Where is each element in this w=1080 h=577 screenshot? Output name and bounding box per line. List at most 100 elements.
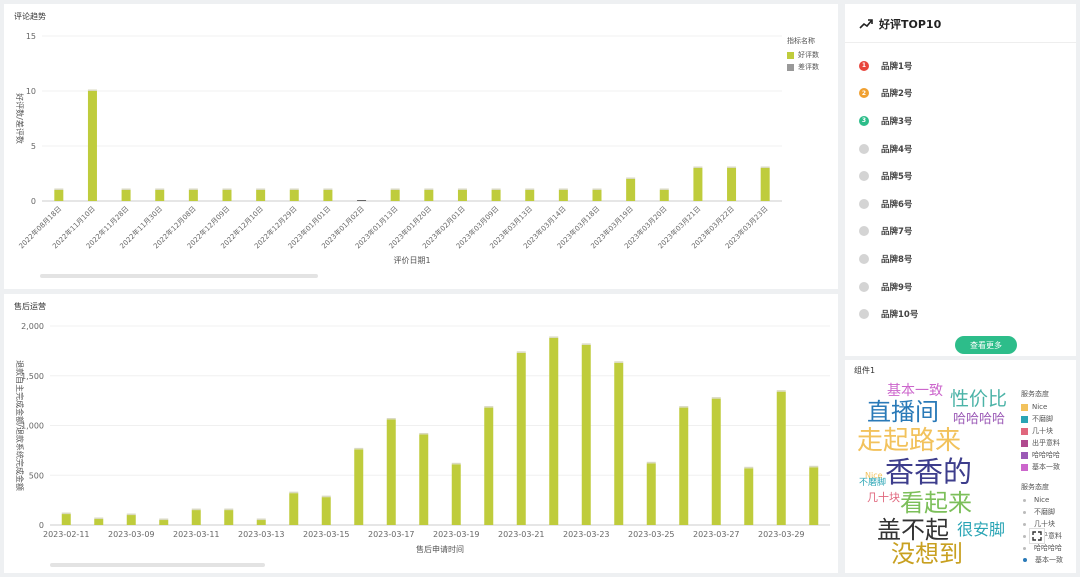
bar-cap <box>224 508 234 511</box>
bar <box>581 344 591 525</box>
x-tick-label: 2023-03-23 <box>563 530 610 539</box>
bar-cap <box>289 188 299 190</box>
legend-label: 基本一致 <box>1032 463 1060 471</box>
bar-cap <box>776 390 786 392</box>
legend-item[interactable]: 出乎意料 <box>1021 530 1063 542</box>
fullscreen-icon[interactable] <box>1029 528 1045 544</box>
legend-item-good[interactable]: 好评数 <box>787 49 819 61</box>
panel-title: 组件1 <box>854 366 876 375</box>
y-tick-label: 0 <box>31 197 36 206</box>
legend-swatch <box>1021 463 1028 471</box>
bar <box>659 190 669 201</box>
list-item[interactable]: 3 品牌3号 <box>859 107 1069 135</box>
x-tick-label: 2023-03-21 <box>498 530 545 539</box>
word-cloud-legend-size: 服务态度 Nice 不磨脚 几十块 出乎意料 哈哈哈哈 基本一致 <box>1021 482 1063 566</box>
list-item[interactable]: 1 品牌1号 <box>859 52 1069 80</box>
y-tick-label: 2,000 <box>21 322 44 331</box>
legend-item[interactable]: 基本一致 <box>1021 461 1060 473</box>
bar-cap <box>626 177 636 179</box>
bar <box>323 190 333 201</box>
bar-cap <box>592 188 602 190</box>
bar <box>87 91 97 201</box>
legend-item[interactable]: 出乎意料 <box>1021 437 1060 449</box>
x-axis-title: 售后申请时间 <box>416 544 464 554</box>
x-tick-label: 2023-03-15 <box>303 530 350 539</box>
bar <box>491 190 501 201</box>
bar-cap <box>646 461 656 464</box>
brand-name: 品牌7号 <box>881 227 913 238</box>
bar-cap <box>491 188 501 190</box>
bar <box>390 190 400 201</box>
list-item[interactable]: 品牌5号 <box>859 162 1069 190</box>
view-more-button[interactable]: 查看更多 <box>955 336 1017 354</box>
rank-badge-icon <box>859 143 869 154</box>
word-cloud-word: 哈哈哈哈 <box>953 412 1006 427</box>
bar <box>354 449 364 525</box>
legend-item[interactable]: Nice <box>1021 401 1060 413</box>
bar <box>549 337 559 525</box>
brand-name: 品牌8号 <box>881 254 913 265</box>
legend-swatch <box>1021 403 1028 411</box>
legend-item[interactable]: 基本一致 <box>1021 554 1063 566</box>
bar <box>321 497 331 525</box>
y-tick-label: 0 <box>39 521 44 530</box>
legend-title: 指标名称 <box>787 37 815 45</box>
word-cloud-word: 很安脚 <box>957 520 1006 539</box>
bar-cap <box>679 406 689 408</box>
rank-badge-icon <box>859 226 869 237</box>
x-tick-label: 2023-03-25 <box>628 530 675 539</box>
bar-cap <box>659 188 669 190</box>
legend-dot-icon <box>1023 534 1026 538</box>
bar-cap <box>323 188 333 190</box>
horizontal-scrollbar[interactable] <box>40 274 318 278</box>
top10-panel: 好评TOP10 1 品牌1号 2 品牌2号 3 品牌3号 品牌4号 品牌5号 品牌6号… <box>845 4 1076 356</box>
horizontal-scrollbar[interactable] <box>50 563 265 567</box>
bar-cap <box>94 517 104 520</box>
bar-cap <box>516 351 526 353</box>
list-item[interactable]: 品牌7号 <box>859 218 1069 246</box>
legend-item[interactable]: 不磨脚 <box>1021 506 1063 518</box>
legend-item[interactable]: 不磨脚 <box>1021 413 1060 425</box>
x-tick-label: 2023-03-09 <box>108 530 155 539</box>
x-tick-label: 2023-03-13 <box>238 530 285 539</box>
list-item[interactable]: 品牌4号 <box>859 135 1069 163</box>
bar <box>126 515 136 525</box>
brand-name: 品牌6号 <box>881 199 913 210</box>
bar <box>386 419 396 525</box>
bar <box>61 514 71 525</box>
bar-cap <box>744 466 754 469</box>
bar-cap <box>727 166 737 168</box>
rank-badge-icon: 1 <box>859 60 869 71</box>
bar <box>711 398 721 525</box>
list-item[interactable]: 2 品牌2号 <box>859 80 1069 108</box>
bar <box>94 519 104 525</box>
bar-cap <box>321 495 331 498</box>
legend-label: 哈哈哈哈 <box>1034 544 1062 552</box>
bar-cap <box>484 406 494 408</box>
legend-item-bad[interactable]: 差评数 <box>787 61 819 73</box>
rank-badge-icon: 3 <box>859 115 869 126</box>
bar <box>760 168 770 201</box>
bar <box>484 407 494 525</box>
bar-cap <box>126 513 136 516</box>
bar <box>256 190 266 201</box>
top10-header: 好评TOP10 <box>859 16 941 32</box>
legend-item[interactable]: 几十块 <box>1021 425 1060 437</box>
legend-item[interactable]: 哈哈哈哈 <box>1021 542 1063 554</box>
legend-label: 几十块 <box>1034 520 1055 528</box>
word-cloud-word: 基本一致 <box>887 383 943 399</box>
legend-item[interactable]: 几十块 <box>1021 518 1063 530</box>
legend-item[interactable]: 哈哈哈哈 <box>1021 449 1060 461</box>
rank-badge-icon <box>859 198 869 209</box>
bar <box>224 510 234 525</box>
brand-name: 品牌10号 <box>881 310 919 321</box>
list-item[interactable]: 品牌8号 <box>859 245 1069 273</box>
list-item[interactable]: 品牌9号 <box>859 273 1069 301</box>
list-item[interactable]: 品牌10号 <box>859 300 1069 328</box>
y-tick-label: 1,500 <box>21 372 44 381</box>
legend-item[interactable]: Nice <box>1021 494 1063 506</box>
bar-cap <box>256 188 266 190</box>
bar <box>626 179 636 201</box>
list-item[interactable]: 品牌6号 <box>859 190 1069 218</box>
word-cloud-word: 性价比 <box>950 388 1008 410</box>
